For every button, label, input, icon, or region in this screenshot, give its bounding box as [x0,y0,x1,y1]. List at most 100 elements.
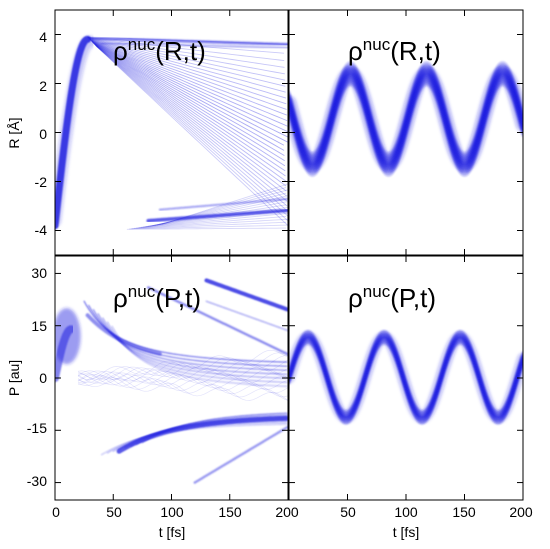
density-trace [204,278,288,312]
y-tick-labels-bottom-left: 30 15 0 -15 -30 [27,265,47,489]
density-trace [91,41,288,143]
x-tick-label: 200 [275,504,299,520]
y-tick-label: 15 [31,318,47,334]
x-tick-label: 150 [452,504,476,520]
density-trace [150,198,287,227]
x-tick-label: 50 [106,504,122,520]
density-trace [92,42,285,156]
density-trace [106,321,288,383]
panel-title-top-right: ρnuc(R,t) [348,35,441,66]
density-trace [88,36,288,46]
density-trace [95,44,288,202]
panel-title-top-left: ρnuc(R,t) [113,35,206,66]
density-trace [87,37,285,61]
density-trace [77,375,288,398]
density-trace [126,227,287,230]
density-trace [91,41,284,146]
density-trace [96,46,288,222]
density-trace [77,376,288,401]
density-trace [77,373,288,390]
density-trace [101,423,288,456]
density-trace [146,286,288,356]
density-trace [55,325,76,382]
y-tick-label: 4 [39,29,47,45]
density-trace [289,66,523,172]
y-axis-label-top: R [Å] [6,117,22,148]
density-trace [93,43,286,182]
density-trace [92,41,285,151]
density-trace [91,40,288,132]
density-trace [131,221,287,230]
y-tick-label: 0 [39,126,47,142]
density-trace [116,415,288,454]
y-tick-label: -4 [35,222,48,238]
density-trace [95,45,288,217]
x-tick-label: 100 [394,504,418,520]
panel-title-bottom-right: ρnuc(P,t) [348,282,436,313]
density-trace [85,313,162,356]
density-trace [77,359,288,381]
y-tick-label: -30 [27,473,47,489]
density-trace [93,42,286,167]
density-trace [89,38,286,93]
density-trace [90,40,288,121]
density-bottom-right [289,329,523,425]
density-trace [89,38,287,99]
density-trace [111,325,288,387]
density-trace [77,349,288,380]
density-trace [193,425,288,484]
density-trace [102,317,288,379]
density-trace [129,224,288,230]
density-top-right [289,61,523,177]
y-axis-label-bottom: P [au] [6,360,22,396]
density-trace [77,369,288,384]
density-trace [77,372,288,384]
density-trace [77,363,288,381]
panel-title-bottom-left: ρnuc(P,t) [113,282,201,313]
x-tick-label: 100 [160,504,184,520]
density-trace [96,46,288,227]
density-trace [158,197,288,211]
density-trace [90,39,287,116]
density-trace [136,216,287,229]
x-axis-label-left: t [fs] [159,524,185,540]
density-trace [77,352,288,380]
density-trace [88,38,286,87]
density-trace [77,378,288,401]
x-axis-label-right: t [fs] [393,524,419,540]
x-tick-label: 50 [340,504,356,520]
y-tick-labels-top-left: 4 2 0 -2 -4 [35,29,48,238]
density-trace [138,212,288,229]
density-trace [77,355,288,380]
density-trace [77,372,288,387]
density-trace [77,366,288,383]
y-tick-label: -2 [35,174,48,190]
density-trace [89,39,287,105]
density-trace [77,374,288,394]
density-trace [55,35,96,227]
density-trace [133,218,288,229]
density-trace [88,37,286,81]
density-trace [94,43,287,187]
density-trace [89,39,287,110]
density-trace [93,43,286,177]
density-trace [289,331,523,423]
density-trace [95,45,288,212]
density-trace [93,43,286,172]
x-tick-label: 0 [52,504,60,520]
y-tick-label: 0 [39,370,47,386]
density-trace [146,208,288,223]
density-top-left [55,35,288,230]
density-trace [205,300,288,332]
density-trace [95,45,288,207]
y-tick-label: 30 [31,265,47,281]
density-trace [94,44,287,192]
y-tick-label: -15 [27,420,47,436]
tick-marks [54,10,524,500]
x-tick-labels-bottom-left: 0 50 100 150 200 [52,504,299,520]
x-tick-label: 150 [218,504,242,520]
density-bottom-left [55,278,288,484]
x-tick-label: 200 [509,504,533,520]
density-trace [92,42,285,161]
